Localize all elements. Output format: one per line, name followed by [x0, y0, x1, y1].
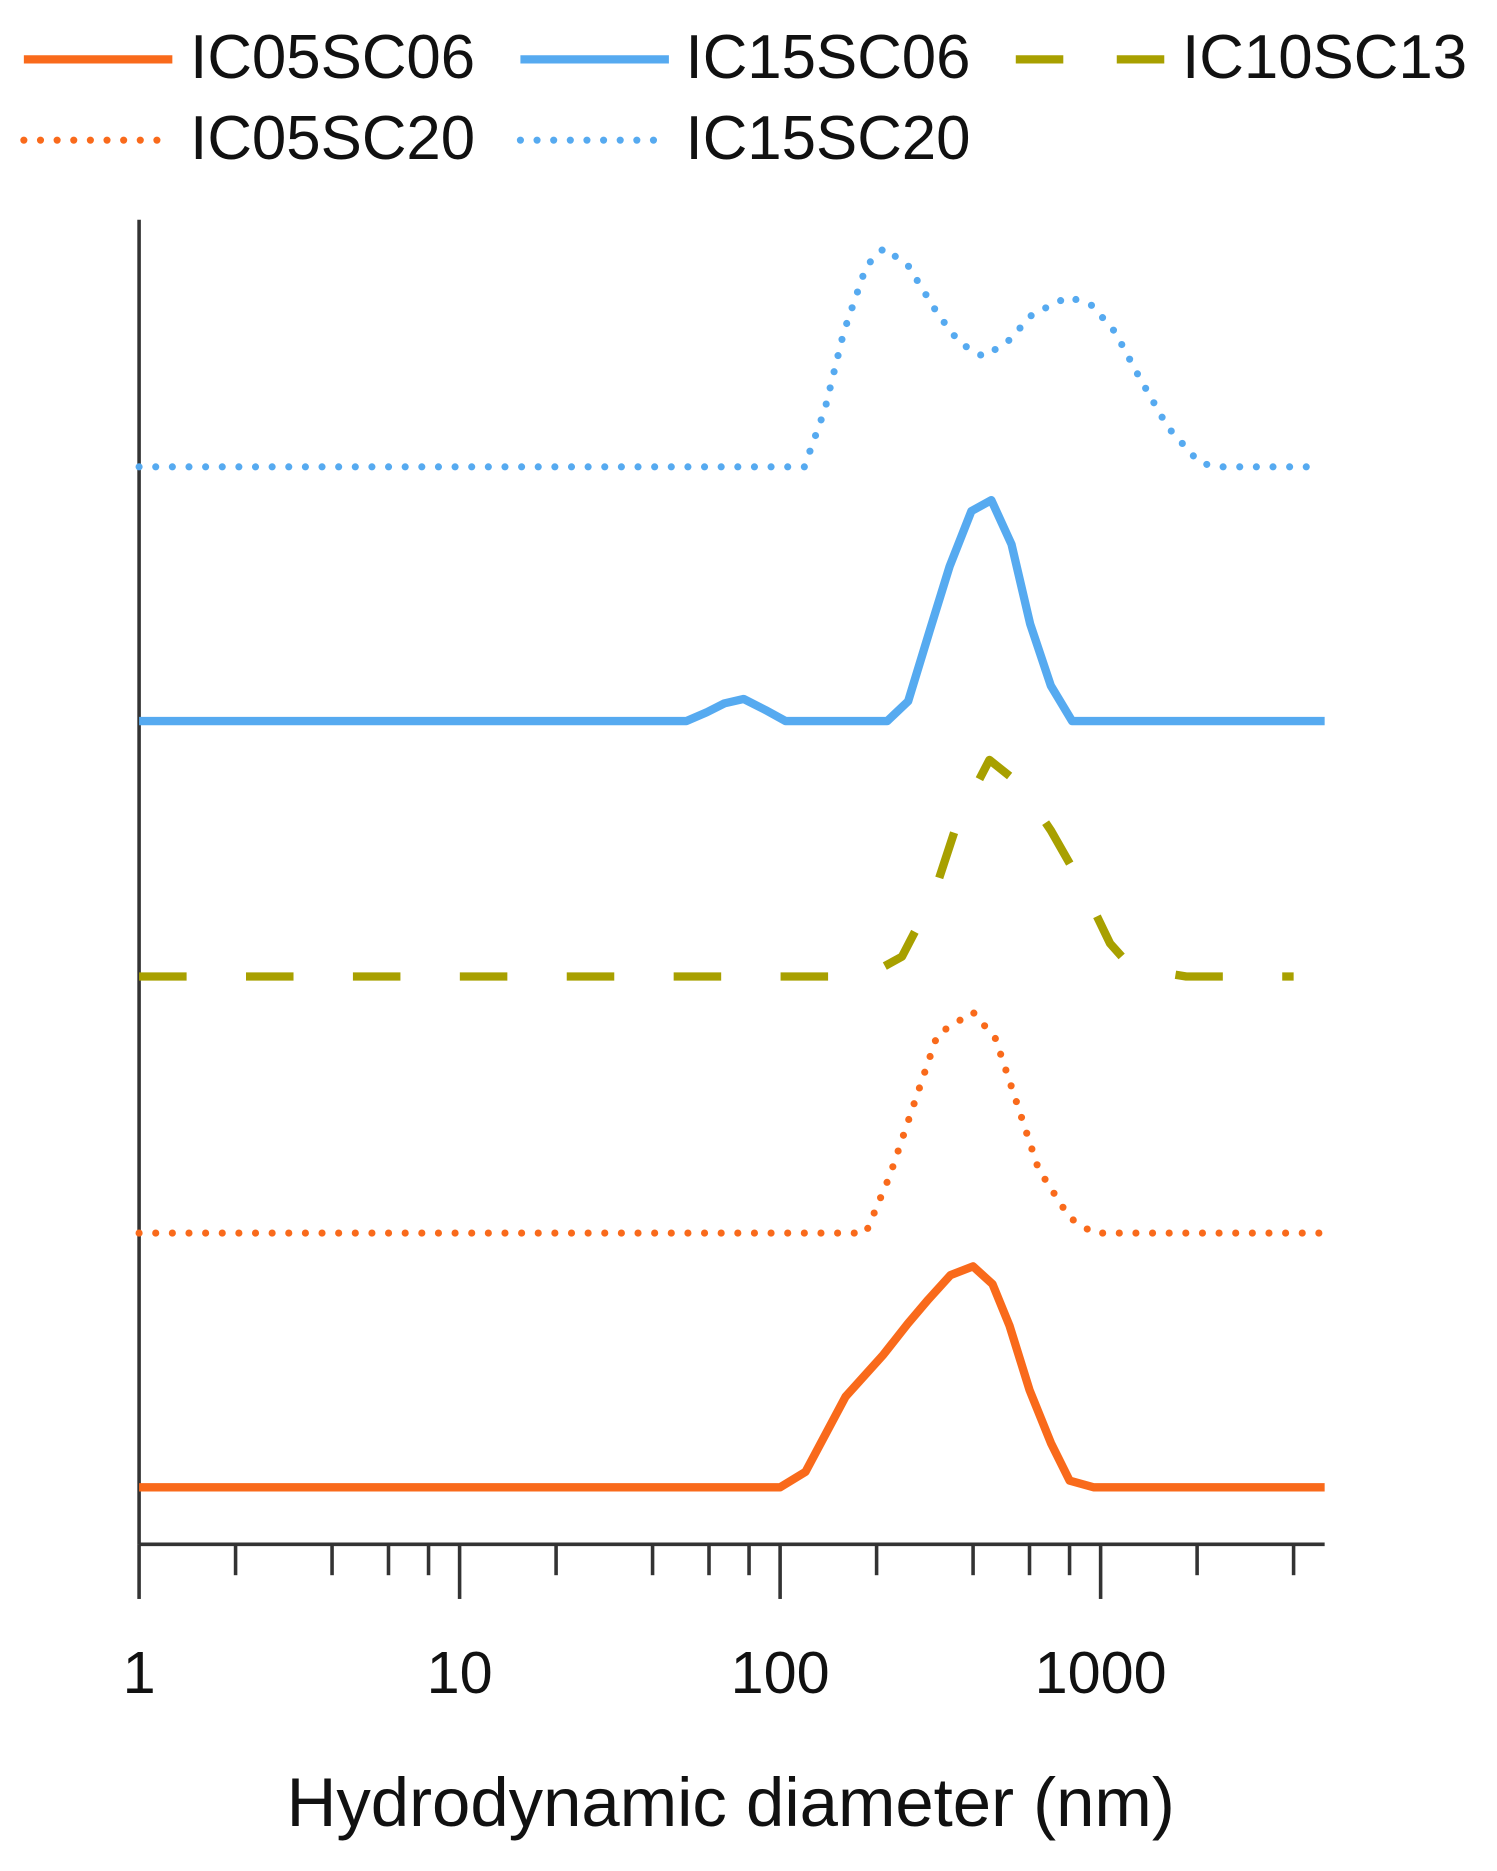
- series-line: [135, 1008, 1329, 1237]
- series-line: [139, 495, 1325, 726]
- legend-label: IC15SC20: [686, 104, 971, 173]
- legend-label: IC10SC13: [1182, 23, 1467, 92]
- legend-label: IC05SC06: [190, 23, 475, 92]
- series-line: [139, 1262, 1325, 1492]
- x-tick-label: 10: [427, 1639, 493, 1706]
- series-line: [135, 244, 1320, 471]
- x-tick-label: 100: [731, 1639, 830, 1706]
- x-tick-label: 1: [123, 1639, 156, 1706]
- legend-label: IC05SC20: [190, 104, 475, 173]
- x-tick-label: 1000: [1035, 1639, 1167, 1706]
- series-line: [139, 755, 1294, 981]
- legend-label: IC15SC06: [686, 23, 971, 92]
- x-axis-label: Hydrodynamic diameter (nm): [287, 1764, 1175, 1841]
